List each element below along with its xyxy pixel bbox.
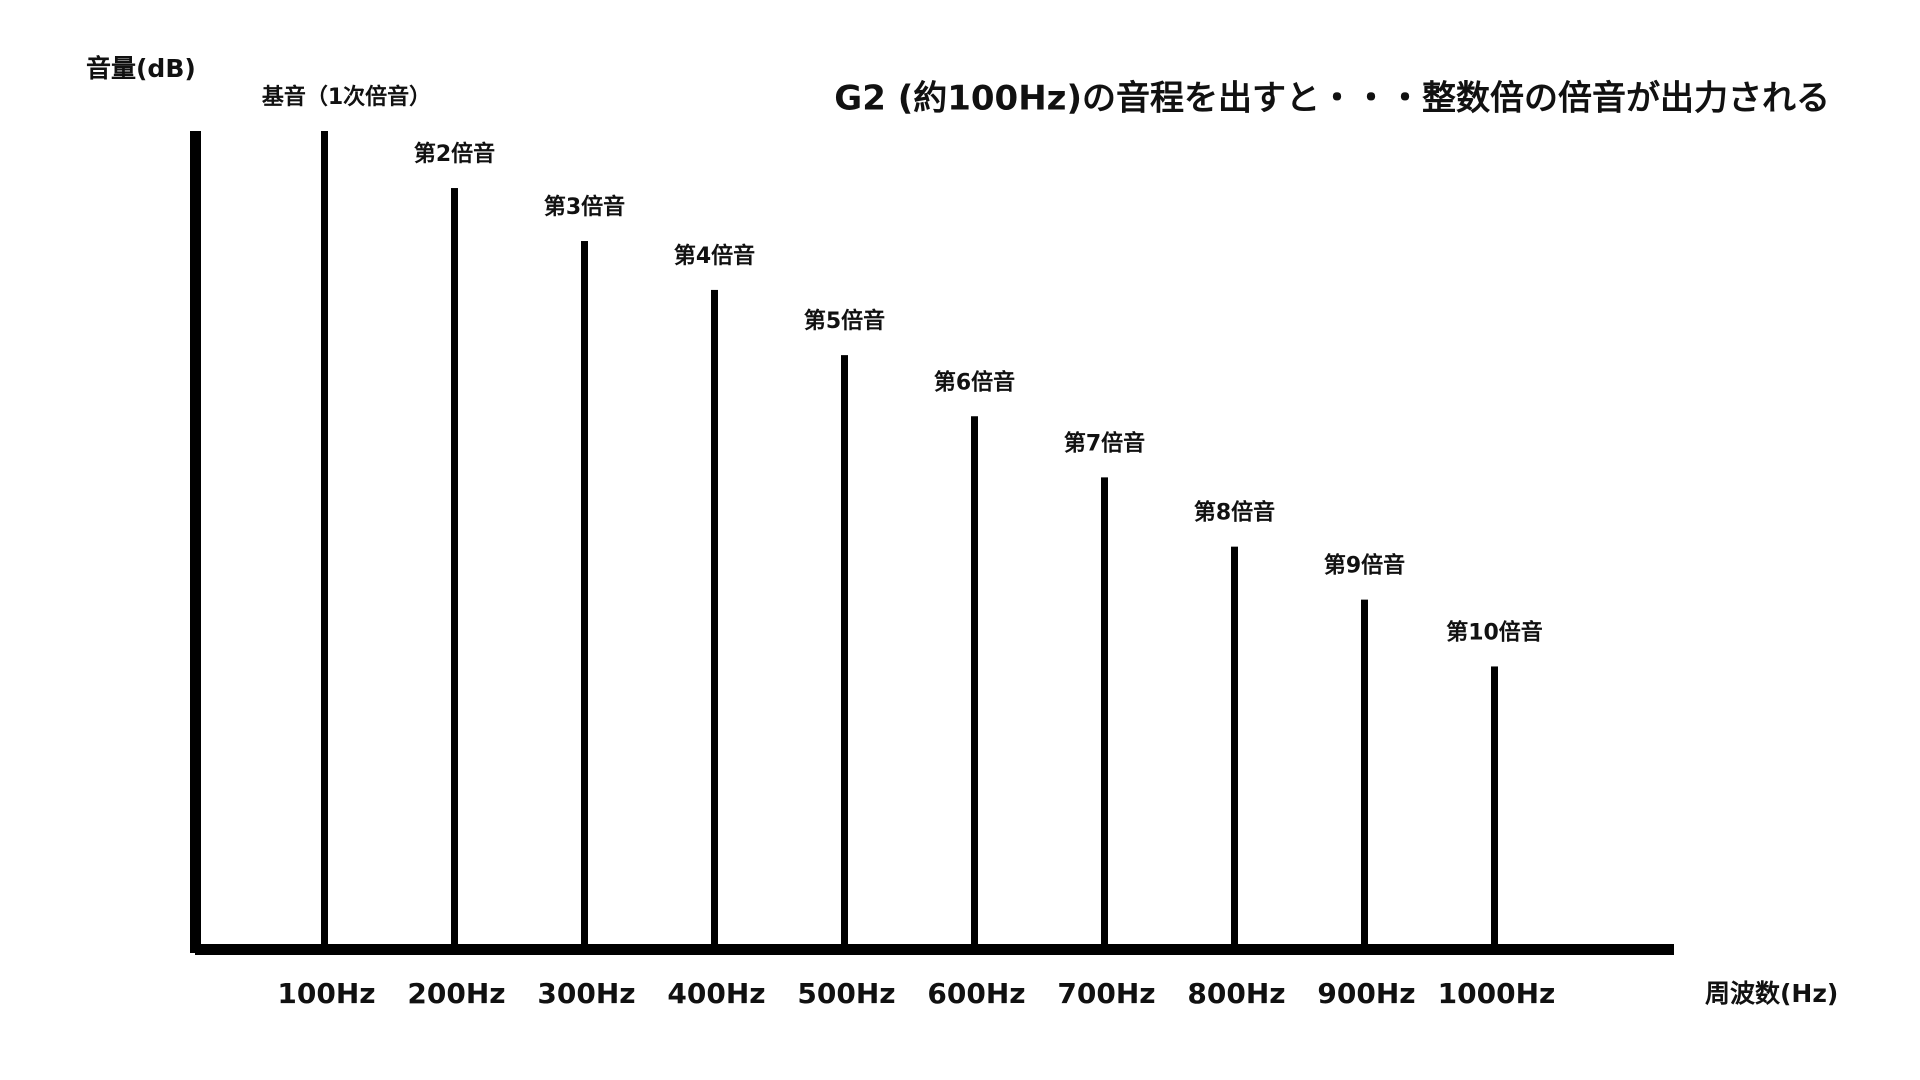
y-axis bbox=[190, 131, 201, 953]
x-tick-label: 700Hz bbox=[1057, 977, 1155, 1010]
x-tick-label: 900Hz bbox=[1317, 977, 1415, 1010]
x-tick-label: 300Hz bbox=[537, 977, 635, 1010]
bar bbox=[1101, 477, 1108, 946]
bar-label: 第3倍音 bbox=[544, 194, 625, 220]
bar-label: 第7倍音 bbox=[1064, 430, 1145, 456]
y-axis-label: 音量(dB) bbox=[86, 54, 196, 83]
bar-label: 第8倍音 bbox=[1194, 500, 1275, 526]
bar bbox=[971, 416, 978, 946]
x-tick-label: 200Hz bbox=[407, 977, 505, 1010]
x-tick-label: 500Hz bbox=[797, 977, 895, 1010]
x-axis-label: 周波数(Hz) bbox=[1705, 979, 1838, 1008]
bar-label: 第2倍音 bbox=[414, 141, 495, 167]
bar bbox=[841, 355, 848, 946]
x-tick-label: 100Hz bbox=[277, 977, 375, 1010]
bar-label: 第5倍音 bbox=[804, 308, 885, 334]
x-tick-label: 1000Hz bbox=[1438, 977, 1556, 1010]
chart-title: G2 (約100Hz)の音程を出すと・・・整数倍の倍音が出力される bbox=[834, 79, 1830, 119]
x-axis bbox=[195, 944, 1674, 955]
bar-label: 第4倍音 bbox=[674, 243, 755, 269]
bar bbox=[451, 188, 458, 947]
bar-label: 基音（1次倍音） bbox=[262, 84, 431, 110]
bar-label: 第10倍音 bbox=[1446, 619, 1543, 645]
bar bbox=[1491, 666, 1498, 946]
bar-label: 第6倍音 bbox=[934, 369, 1015, 395]
bar bbox=[711, 289, 718, 946]
x-tick-label: 400Hz bbox=[667, 977, 765, 1010]
bar bbox=[1361, 599, 1368, 946]
x-tick-label: 600Hz bbox=[927, 977, 1025, 1010]
bar bbox=[581, 241, 588, 946]
bar bbox=[1231, 546, 1238, 946]
bar-label: 第9倍音 bbox=[1324, 553, 1405, 579]
bar bbox=[321, 131, 328, 946]
x-tick-label: 800Hz bbox=[1187, 977, 1285, 1010]
